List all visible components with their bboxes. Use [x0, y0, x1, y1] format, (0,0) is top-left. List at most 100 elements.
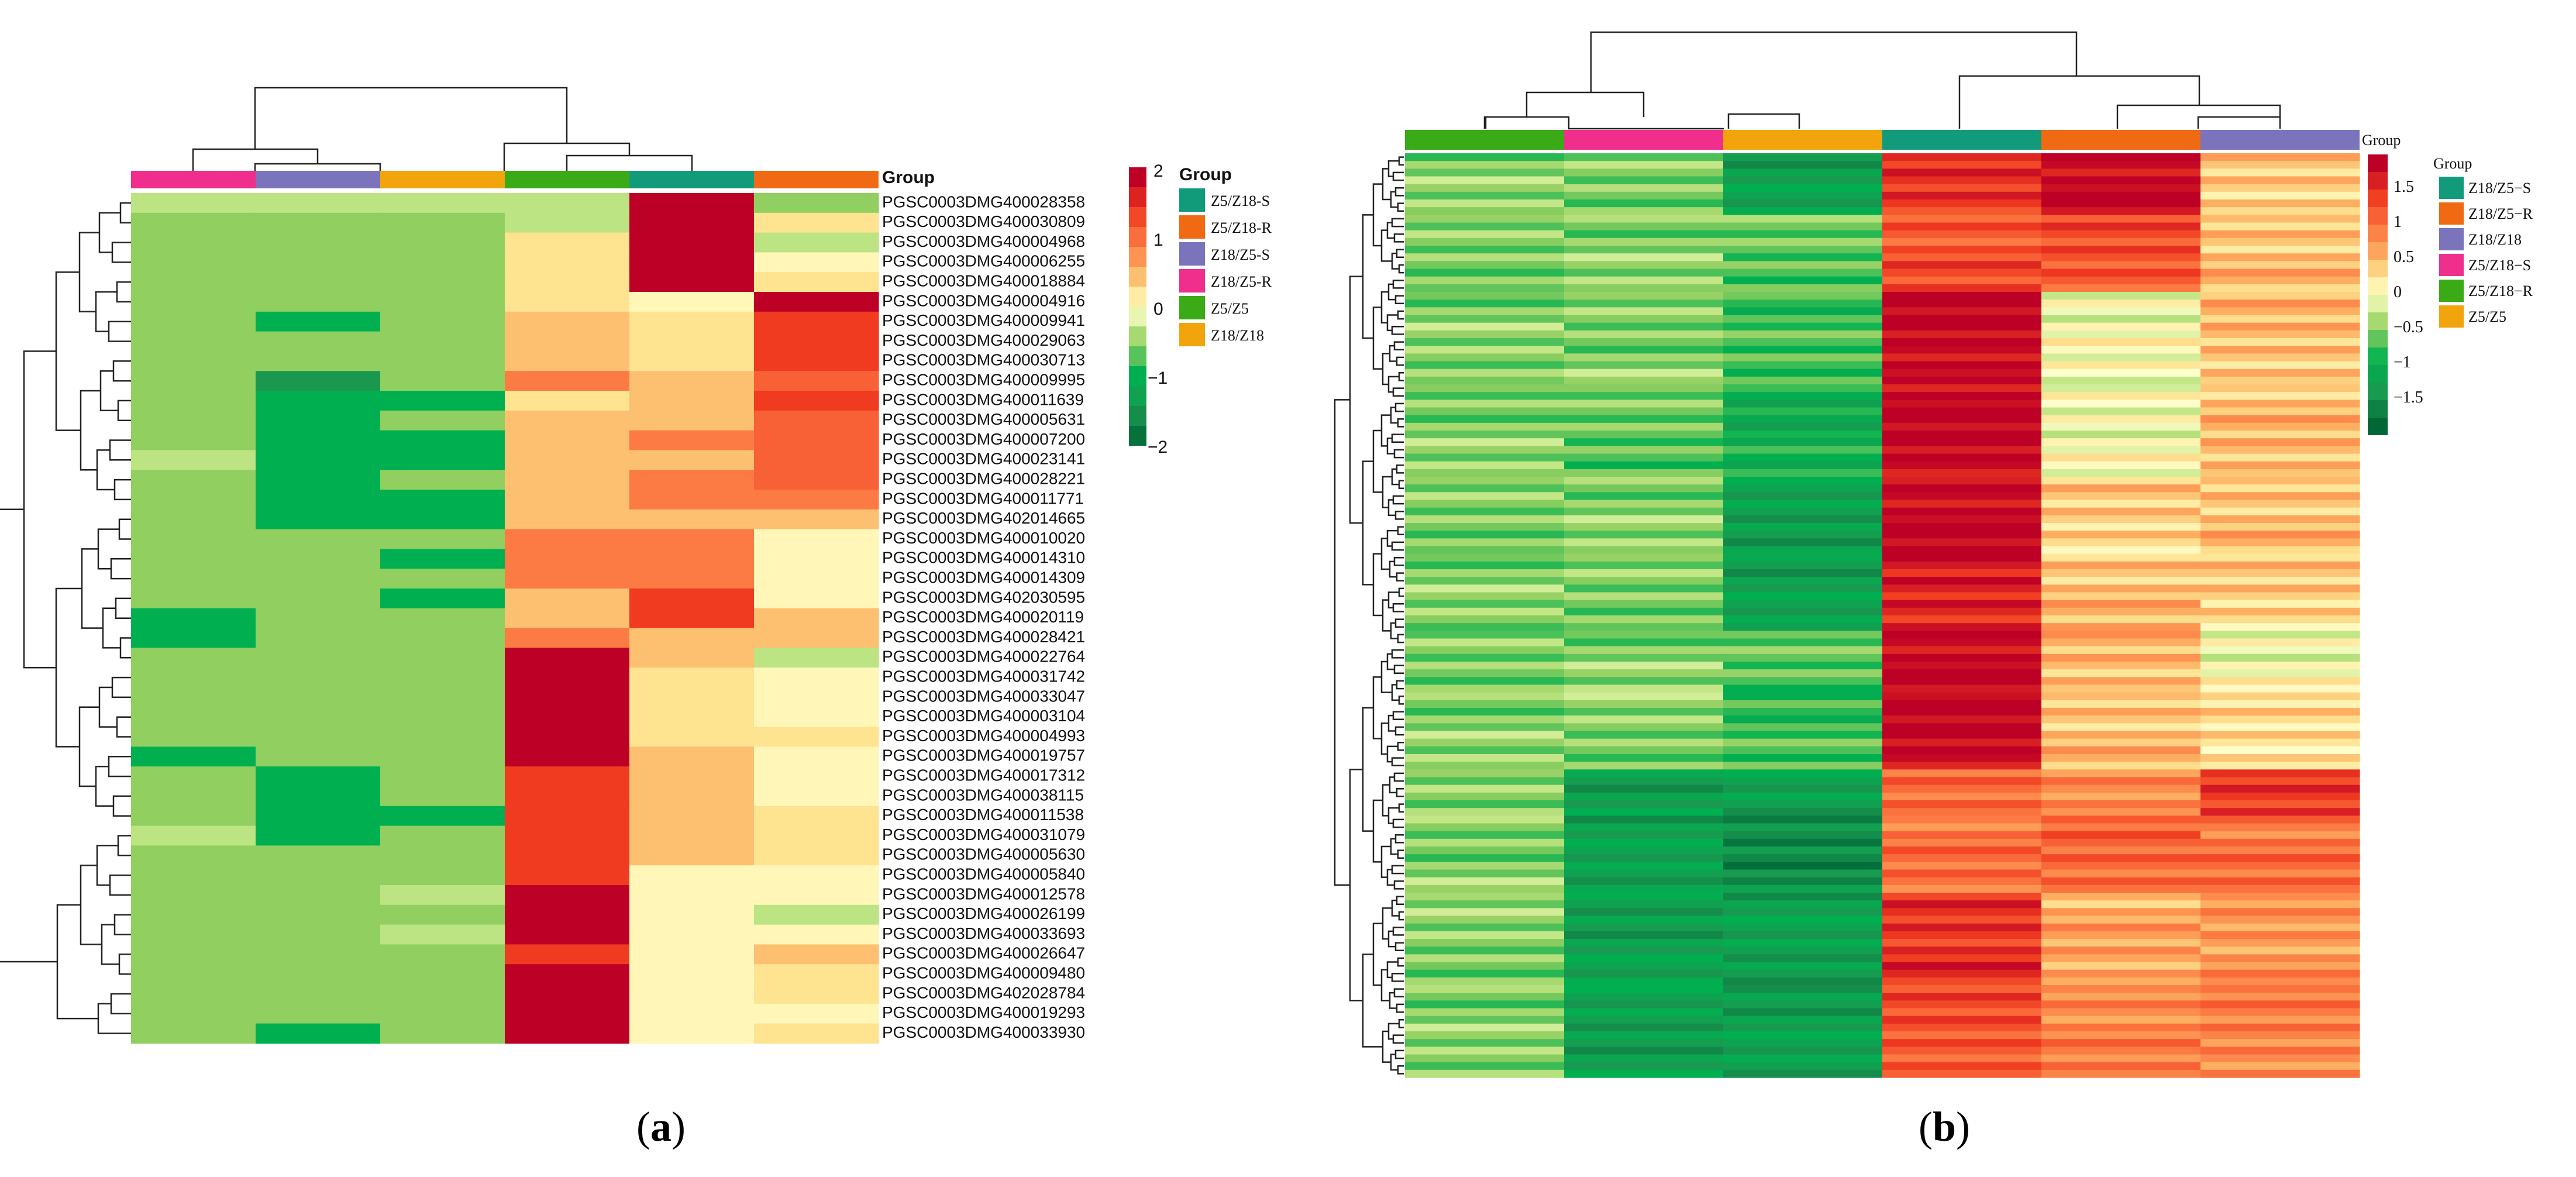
panel-a-heatmap-cell — [380, 232, 505, 253]
panel-a-heatmap-cell — [131, 786, 256, 807]
panel-b-heatmap-cell — [1882, 700, 2042, 708]
scale-tick-0: 0 — [1153, 300, 1163, 319]
panel-b-heatmap-cell — [1564, 823, 1724, 832]
panel-a-heatmap-cell — [256, 687, 381, 708]
panel-b-heatmap-cell — [1405, 415, 1565, 424]
panel-b-heatmap-cell — [1405, 800, 1565, 808]
panel-a-heatmap-cell — [629, 311, 755, 332]
panel-b-heatmap-cell — [1564, 431, 1724, 439]
panel-b-heatmap-cell — [1882, 1023, 2042, 1032]
panel-b-heatmap-cell — [1723, 808, 1883, 816]
panel-a-heatmap-cell — [131, 687, 256, 708]
panel-b-heatmap-cell — [1564, 985, 1724, 993]
panel-b-heatmap-cell — [1882, 815, 2042, 824]
panel-b-heatmap-cell — [2041, 669, 2201, 677]
panel-b-heatmap-cell — [1405, 993, 1565, 1001]
panel-b-heatmap-cell — [1723, 638, 1883, 647]
b-scale-bin — [2368, 154, 2388, 172]
panel-a-heatmap-cell — [131, 311, 256, 332]
panel-a-heatmap-cell — [256, 331, 381, 352]
panel-b-heatmap-cell — [1405, 292, 1565, 300]
panel-b-heatmap-cell — [2200, 800, 2360, 808]
panel-b-heatmap-cell — [1882, 931, 2042, 939]
panel-b-heatmap-cell — [1882, 222, 2042, 231]
panel-a-heatmap-cell — [629, 865, 755, 886]
gene-label: PGSC0003DMG400009480 — [882, 964, 1085, 982]
panel-b-heatmap-cell — [2200, 222, 2360, 231]
panel-b-heatmap-cell — [2041, 415, 2201, 424]
legend-label: Z18/Z18 — [1211, 327, 1264, 344]
panel-b-heatmap-cell — [1723, 1016, 1883, 1024]
b-legend-label: Z18/Z5−S — [2468, 180, 2531, 197]
panel-b-heatmap-cell — [2041, 500, 2201, 508]
panel-a-heatmap-cell — [131, 410, 256, 431]
panel-a-heatmap-cell — [380, 964, 505, 985]
panel-b-heatmap-cell — [1882, 977, 2042, 986]
panel-a-heatmap-cell — [629, 331, 755, 352]
panel-b-heatmap-cell — [1564, 176, 1724, 185]
panel-b-heatmap-cell — [1882, 792, 2042, 801]
b-scale-bin — [2368, 295, 2388, 312]
panel-b-heatmap-cell — [2200, 600, 2360, 608]
panel-a-heatmap-cell — [256, 351, 381, 371]
panel-b-heatmap-cell — [2041, 700, 2201, 708]
panel-b-heatmap-cell — [1564, 869, 1724, 878]
b-legend-swatch — [2439, 202, 2464, 225]
panel-b-heatmap-cell — [2041, 607, 2201, 616]
panel-a-heatmap-cell — [131, 193, 256, 214]
scale-tick-1: 1 — [1153, 230, 1163, 250]
panel-a-heatmap-cell — [629, 371, 755, 391]
panel-b-heatmap-cell — [1723, 168, 1883, 177]
panel-a-group-swatch — [380, 171, 505, 188]
panel-b-heatmap-cell — [1723, 1039, 1883, 1047]
panel-b-heatmap-cell — [2041, 168, 2201, 177]
panel-a-heatmap-cell — [256, 272, 381, 292]
panel-b-heatmap-cell — [1405, 569, 1565, 577]
panel-b-heatmap-cell — [2041, 916, 2201, 924]
panel-b-heatmap-cell — [2200, 1000, 2360, 1009]
panel-b-heatmap-cell — [1723, 184, 1883, 192]
panel-b-heatmap-cell — [1564, 584, 1724, 593]
panel-b-heatmap-cell — [2041, 754, 2201, 762]
panel-b-heatmap-cell — [2041, 153, 2201, 161]
panel-b-heatmap-cell — [1405, 407, 1565, 416]
panel-b-heatmap-cell — [1405, 838, 1565, 847]
panel-b-heatmap-cell — [2200, 838, 2360, 847]
panel-b-heatmap-cell — [1882, 253, 2042, 261]
panel-b-heatmap-cell — [1723, 969, 1883, 978]
panel-b-heatmap-cell — [2041, 584, 2201, 593]
panel-b-heatmap-cell — [2041, 569, 2201, 577]
panel-b-heatmap-cell — [1882, 207, 2042, 215]
panel-b-heatmap-cell — [1405, 261, 1565, 270]
panel-b-heatmap-cell — [1882, 569, 2042, 577]
b-scale-bin — [2368, 330, 2388, 347]
panel-b-heatmap-cell — [2041, 207, 2201, 215]
panel-a-heatmap-cell — [380, 825, 505, 846]
panel-b-heatmap-cell — [1405, 1062, 1565, 1071]
panel-b-heatmap-cell — [2041, 715, 2201, 724]
panel-a-heatmap-cell — [754, 470, 879, 490]
panel-a-heatmap-cell — [629, 272, 755, 292]
panel-b-heatmap-cell — [1723, 669, 1883, 677]
panel-a-heatmap-cell — [505, 885, 630, 906]
panel-a-heatmap-cell — [505, 707, 630, 728]
panel-b-heatmap-cell — [1564, 1031, 1724, 1040]
panel-b-heatmap-cell — [1882, 738, 2042, 747]
panel-b-heatmap-cell — [1723, 561, 1883, 570]
legend-swatch — [1179, 242, 1205, 266]
panel-a-heatmap-cell — [629, 707, 755, 728]
panel-b-heatmap-cell — [1564, 346, 1724, 354]
panel-b-heatmap-cell — [1882, 662, 2042, 670]
panel-b-heatmap-cell — [1723, 662, 1883, 670]
panel-a-heatmap-cell — [505, 331, 630, 352]
panel-b-heatmap-cell — [2041, 292, 2201, 300]
panel-a-heatmap-cell — [629, 786, 755, 807]
gene-label: PGSC0003DMG400012578 — [882, 885, 1085, 903]
panel-a-heatmap-cell — [131, 746, 256, 767]
panel-b-heatmap-cell — [1564, 531, 1724, 539]
panel-b-heatmap-cell — [1564, 361, 1724, 370]
panel-b-heatmap-cell — [1882, 653, 2042, 662]
panel-b-heatmap-cell — [2041, 677, 2201, 686]
b-legend-label: Z5/Z18−S — [2468, 257, 2531, 274]
panel-b-heatmap-cell — [1882, 939, 2042, 947]
